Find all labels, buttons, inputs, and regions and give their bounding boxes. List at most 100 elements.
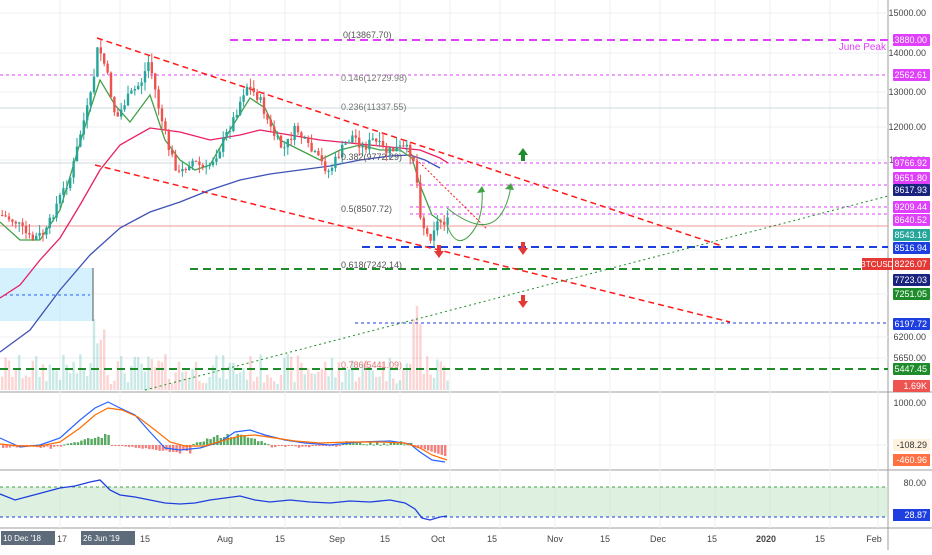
candle [273,126,276,136]
macd-bar [178,445,182,454]
arrow-head [505,183,514,190]
main-pane[interactable] [0,0,888,392]
volume-bar [69,373,72,390]
macd-bar [420,445,423,449]
macd-badge [893,454,930,466]
volume-bar [205,383,208,390]
candle [422,217,425,229]
volume-bar [232,362,235,390]
volume-bar [371,370,374,390]
macd-bar [314,445,318,446]
macd-bar [325,445,328,446]
time-axis[interactable]: 10 Dec '18 17 26 Jun '19 15 Aug 15 Sep 15 Oct 15 N… [1,531,882,545]
rsi-badge-label: 28.87 [904,510,927,520]
volume-bar [113,380,116,390]
candle [113,96,116,113]
volume-bar [354,381,357,390]
up-arrow-icon [518,148,528,161]
candle [358,137,361,148]
price-badge-label: 9617.93 [894,185,927,195]
macd-bar [76,442,80,445]
candle [327,170,330,172]
candle [317,150,320,156]
candle [443,221,446,225]
macd-bar [294,445,297,447]
candle [79,134,82,147]
time-label: Oct [431,534,446,544]
candle [55,203,58,218]
macd-bar [311,445,314,447]
candle [120,109,123,117]
candle [143,71,147,83]
candle [283,147,286,149]
candle [242,95,245,102]
price-axis[interactable]: 15000.0014000.0013000.0012000.0011000.00… [861,8,930,521]
volume-bar [239,372,242,390]
volume-bar [368,366,371,390]
candle [290,138,293,140]
candle [313,150,317,152]
price-badge-label: 13880.00 [889,35,927,45]
price-badge-label: 8516.94 [894,243,927,253]
candle [194,160,198,162]
macd-bar [114,445,117,446]
volume-bar [439,361,442,390]
volume-bar [344,370,347,390]
macd-bar [287,445,290,446]
volume-bar [143,371,147,390]
volume-bar [4,357,7,390]
macd-bar [195,442,199,445]
macd-tick-label: 1000.00 [893,398,926,408]
volume-bar [194,361,198,390]
volume-bar [62,354,65,390]
volume-bar [303,374,306,390]
macd-bar [151,445,154,450]
macd-bar [328,445,331,447]
down-arrow-icon [518,295,528,308]
macd-bar [267,444,270,446]
price-badge [893,172,930,184]
candle [307,137,310,143]
price-badge-label: 7251.05 [894,289,927,299]
candle [235,114,238,118]
candle [286,138,289,148]
macd-bar [359,441,362,445]
price-badge-label: 6197.72 [894,319,927,329]
macd-line [0,401,446,463]
macd-bar [246,437,250,445]
volume-bar [188,379,191,390]
macd-bar [372,444,375,446]
macd-signal [0,407,448,461]
time-badge [1,531,55,545]
macd-bar [304,445,307,447]
volume-bar [378,376,381,390]
macd-bar [382,443,386,445]
volume-bar [130,365,133,390]
volume-bar [279,374,283,390]
candle [426,228,429,234]
candle [52,217,55,219]
down-arrow-icon [518,242,528,255]
macd-bar [379,444,382,446]
candle [75,146,79,162]
volume-bar [89,363,92,390]
volume-bar [109,383,113,390]
candle [191,160,194,167]
candle [378,140,381,142]
volume-bar [426,356,429,390]
macd-pane[interactable] [0,433,888,457]
macd-bar [56,445,59,447]
volume-bar [171,383,174,390]
volume-bar [266,374,269,390]
volume-bar [154,367,157,390]
volume-bar [446,380,449,390]
volume-bar [351,360,354,390]
candle [412,156,415,161]
volume-bar [392,378,395,390]
macd-bar [427,445,430,451]
volume-bar [41,364,45,390]
macd-bar [260,441,263,445]
candle [259,97,262,100]
macd-bar [270,445,273,448]
